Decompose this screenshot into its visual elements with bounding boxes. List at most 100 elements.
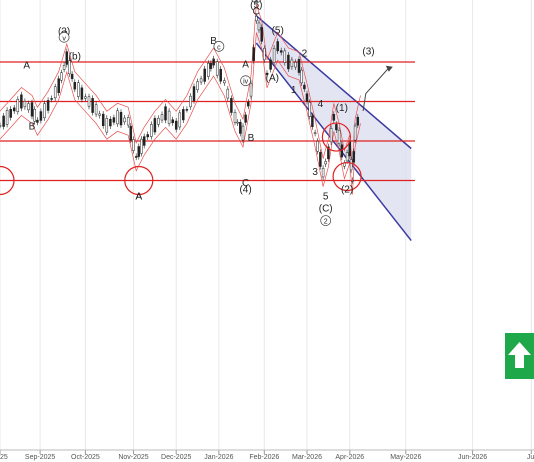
candle-body	[101, 113, 105, 126]
candle-body	[303, 84, 306, 90]
candle-body	[46, 100, 50, 111]
candle-body	[189, 95, 192, 108]
candle-body	[39, 111, 43, 121]
candle-body	[352, 151, 356, 163]
candle-body	[171, 119, 174, 124]
candle-body	[65, 51, 69, 65]
x-axis-label: Nov-2025	[118, 454, 148, 461]
candle-body	[132, 139, 135, 151]
candle-body	[157, 117, 160, 125]
wave-label: v	[62, 35, 66, 42]
wave-label-circle	[58, 31, 70, 43]
candle-body	[215, 61, 219, 76]
projection-arrow	[362, 66, 391, 112]
x-axis-label: Dec-2025	[161, 454, 191, 461]
candle-body	[91, 98, 94, 113]
candle-body	[68, 60, 71, 75]
candle-body	[5, 109, 9, 125]
candle-body	[129, 125, 133, 141]
candle-body	[272, 48, 276, 63]
candle-body	[57, 78, 60, 93]
candle-body	[112, 117, 116, 123]
candle-body	[343, 162, 346, 167]
x-axis-label: Apr-2026	[335, 454, 364, 461]
candle-body	[77, 82, 80, 97]
candle-body	[109, 118, 112, 127]
candle-body	[349, 159, 353, 171]
wave-label: (b)	[69, 52, 81, 63]
candle-body	[196, 81, 199, 91]
candle-body	[160, 114, 164, 121]
candle-body	[27, 103, 30, 111]
candle-body	[283, 50, 287, 63]
candle-body	[185, 109, 189, 111]
projection-channel	[256, 15, 412, 241]
wave-label: (5)	[250, 0, 262, 11]
channel-upper-line	[255, 15, 412, 150]
candle-body	[311, 115, 314, 128]
candle-body	[12, 107, 16, 112]
buy-signal-button[interactable]	[505, 333, 534, 379]
wave-label-circle	[320, 215, 332, 226]
candle-body	[244, 114, 247, 123]
channel-lower-line	[255, 42, 412, 242]
x-axis-label: May-2026	[390, 454, 421, 461]
wave-label: (5)	[272, 26, 284, 37]
candle-body	[199, 78, 203, 83]
candle-body	[146, 134, 149, 138]
wave-label: B	[248, 133, 255, 144]
candle-body	[219, 68, 222, 82]
candle-body	[239, 121, 242, 134]
candle-body	[73, 81, 77, 90]
candle-body	[252, 47, 255, 61]
x-axis-label: Feb-2026	[249, 454, 279, 461]
candle-body	[324, 161, 327, 165]
candle-body	[356, 116, 360, 126]
candle-body	[105, 118, 109, 133]
candle-body	[327, 146, 330, 160]
candle-body	[345, 152, 349, 162]
candle-body	[140, 138, 143, 154]
wave-label: (4)	[239, 185, 251, 196]
candle-body	[297, 59, 301, 73]
candle-body	[249, 82, 253, 97]
candle-body	[308, 102, 311, 117]
x-axis-label: Sep-2025	[25, 454, 55, 461]
candle-body	[223, 80, 226, 84]
candle-body	[142, 136, 146, 146]
candle-body	[23, 101, 27, 108]
candle-body	[43, 103, 46, 119]
wave-label: A	[242, 60, 249, 71]
arrow-up-icon	[508, 342, 531, 368]
candle-body	[33, 109, 36, 122]
candle-body	[233, 112, 237, 123]
candle-body	[340, 144, 344, 158]
candle-body	[30, 102, 34, 117]
candle-body	[207, 62, 210, 77]
candle-body	[351, 180, 354, 182]
candle-body	[182, 109, 185, 121]
wave-label: A	[23, 60, 30, 71]
candle-body	[50, 98, 53, 100]
projection-arrowhead	[385, 65, 393, 72]
candle-body	[230, 98, 233, 113]
candle-body	[247, 101, 250, 107]
candle-body	[209, 63, 213, 69]
x-axis-label: Jul	[527, 454, 534, 461]
candle-body	[329, 128, 333, 143]
candle-body	[203, 68, 206, 82]
candle-body	[319, 152, 322, 167]
candle-body	[276, 41, 279, 52]
candle-body	[257, 22, 261, 31]
wave-label: C	[242, 178, 249, 189]
candle-body	[178, 112, 182, 128]
candle-body	[192, 86, 196, 101]
candle-body	[236, 121, 239, 124]
candle-body	[212, 58, 215, 66]
wave-label-circle	[240, 75, 251, 87]
wave-label: B	[29, 122, 36, 133]
candle-body	[16, 98, 20, 112]
wave-label: (C)	[319, 204, 333, 215]
candle-body	[98, 113, 101, 116]
candle-body	[60, 72, 63, 81]
